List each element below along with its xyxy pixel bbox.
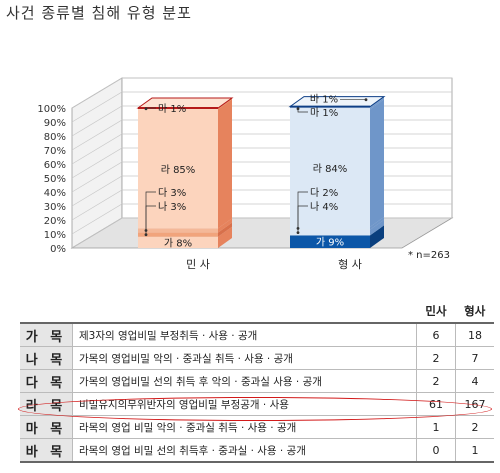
- header-blank: [20, 300, 73, 324]
- label-나: 나 4%: [310, 201, 338, 213]
- leader-dot: [296, 231, 300, 235]
- criminal-count: 4: [455, 369, 494, 393]
- category-label: 민 사: [186, 258, 210, 271]
- row-label: 가 목: [20, 322, 73, 347]
- bar-side-다: [370, 217, 384, 230]
- y-tick-label: 10%: [44, 230, 66, 241]
- y-tick-label: 30%: [44, 202, 66, 213]
- civil-count: 6: [416, 322, 456, 347]
- civil-count: 1: [416, 415, 456, 439]
- bar-segment-마: [290, 108, 370, 110]
- criminal-count: 1: [455, 438, 494, 463]
- leader-dot: [144, 107, 148, 111]
- row-description: 라목의 영업 비밀 선의 취득후 · 중과실 · 사용 · 공개: [72, 438, 417, 463]
- floor: [70, 217, 454, 249]
- leader-dot: [144, 233, 148, 237]
- row-label: 다 목: [20, 369, 73, 393]
- label-라: 라 85%: [161, 164, 196, 176]
- bar-segment-가: [290, 235, 370, 248]
- bar-segment-라: [138, 109, 218, 229]
- leader-line: [297, 205, 308, 233]
- row-label: 나 목: [20, 346, 73, 370]
- stacked-bar-chart: 0% 10% 20% 30% 40% 50% 60% 70% 80% 90% 100% 가 8% 라 8…: [37, 77, 454, 271]
- row-label: 바 목: [20, 438, 73, 463]
- bar-side-마: [370, 98, 384, 110]
- bar-side-라: [218, 99, 232, 229]
- bar-side-다: [218, 218, 232, 233]
- row-description: 라목의 영업 비밀 악의 · 중과실 취득 · 사용 · 공개: [72, 415, 417, 439]
- y-tick-label: 60%: [44, 160, 66, 171]
- highlight-ellipse: [18, 397, 492, 421]
- label-가: 가 8%: [164, 237, 192, 249]
- civil-count: 0: [416, 438, 456, 463]
- label-나: 나 3%: [158, 201, 186, 213]
- table-row: 다 목 가목의 영업비밀 선의 취득 후 악의 · 중과실 사용 · 공개 2 4: [20, 369, 494, 393]
- table-row: 나 목 가목의 영업비밀 악의 · 중과실 취득 · 사용 · 공개 2 7: [20, 346, 494, 370]
- label-다: 다 3%: [158, 187, 186, 199]
- civil-count: 2: [416, 369, 456, 393]
- y-tick-label: 70%: [44, 146, 66, 157]
- label-마: 마 1%: [158, 103, 186, 115]
- bar-side-가: [370, 225, 384, 248]
- row-description: 가목의 영업비밀 선의 취득 후 악의 · 중과실 사용 · 공개: [72, 369, 417, 393]
- criminal-count: 2: [455, 415, 494, 439]
- leader-dot: [364, 98, 368, 102]
- header-blank-desc: [72, 300, 417, 324]
- label-바: 바 1%: [310, 94, 338, 106]
- bar-segment-나: [290, 229, 370, 236]
- label-라: 라 84%: [313, 163, 348, 175]
- row-description: 제3자의 영업비밀 부정취득 · 사용 · 공개: [72, 322, 417, 347]
- gridline: [71, 91, 452, 123]
- bar-side-나: [218, 222, 232, 237]
- label-다: 다 2%: [310, 187, 338, 199]
- header-criminal: 형사: [455, 300, 494, 324]
- bar-segment-나: [138, 232, 218, 237]
- bar-side-라: [370, 99, 384, 227]
- y-tick-label: 90%: [44, 118, 66, 129]
- table-header-row: 민사 형사: [20, 300, 494, 324]
- category-label: 형 사: [338, 258, 362, 271]
- y-tick-label: 20%: [44, 216, 66, 227]
- row-description: 가목의 영업비밀 악의 · 중과실 취득 · 사용 · 공개: [72, 346, 417, 370]
- criminal-count: 7: [455, 346, 494, 370]
- y-tick-label: 50%: [44, 174, 66, 185]
- table-row: 바 목 라목의 영업 비밀 선의 취득후 · 중과실 · 사용 · 공개 0 1: [20, 438, 494, 463]
- y-tick-label: 0%: [50, 244, 66, 255]
- chart-title: 사건 종류별 침해 유형 분포: [6, 4, 192, 22]
- y-tick-label: 40%: [44, 188, 66, 199]
- y-tick-label: 100%: [37, 104, 66, 115]
- label-마: 마 1%: [310, 107, 338, 119]
- header-civil: 민사: [416, 300, 456, 324]
- label-가: 가 9%: [316, 237, 344, 249]
- bar-segment-다: [290, 227, 370, 230]
- leader-line: [145, 205, 156, 235]
- bar-side-나: [370, 219, 384, 236]
- sample-note: * n=263: [408, 250, 450, 261]
- criminal-count: 18: [455, 322, 494, 347]
- bar-segment-라: [290, 109, 370, 227]
- bar-segment-다: [138, 228, 218, 233]
- leader-dot: [296, 107, 300, 111]
- table-row: 마 목 라목의 영업 비밀 악의 · 중과실 취득 · 사용 · 공개 1 2: [20, 415, 494, 439]
- gridline: [71, 77, 452, 109]
- y-tick-label: 80%: [44, 132, 66, 143]
- bar-side-가: [218, 226, 232, 248]
- civil-count: 2: [416, 346, 456, 370]
- row-label: 마 목: [20, 415, 73, 439]
- bar-segment-가: [138, 236, 218, 248]
- table-row: 가 목 제3자의 영업비밀 부정취득 · 사용 · 공개 6 18: [20, 322, 494, 347]
